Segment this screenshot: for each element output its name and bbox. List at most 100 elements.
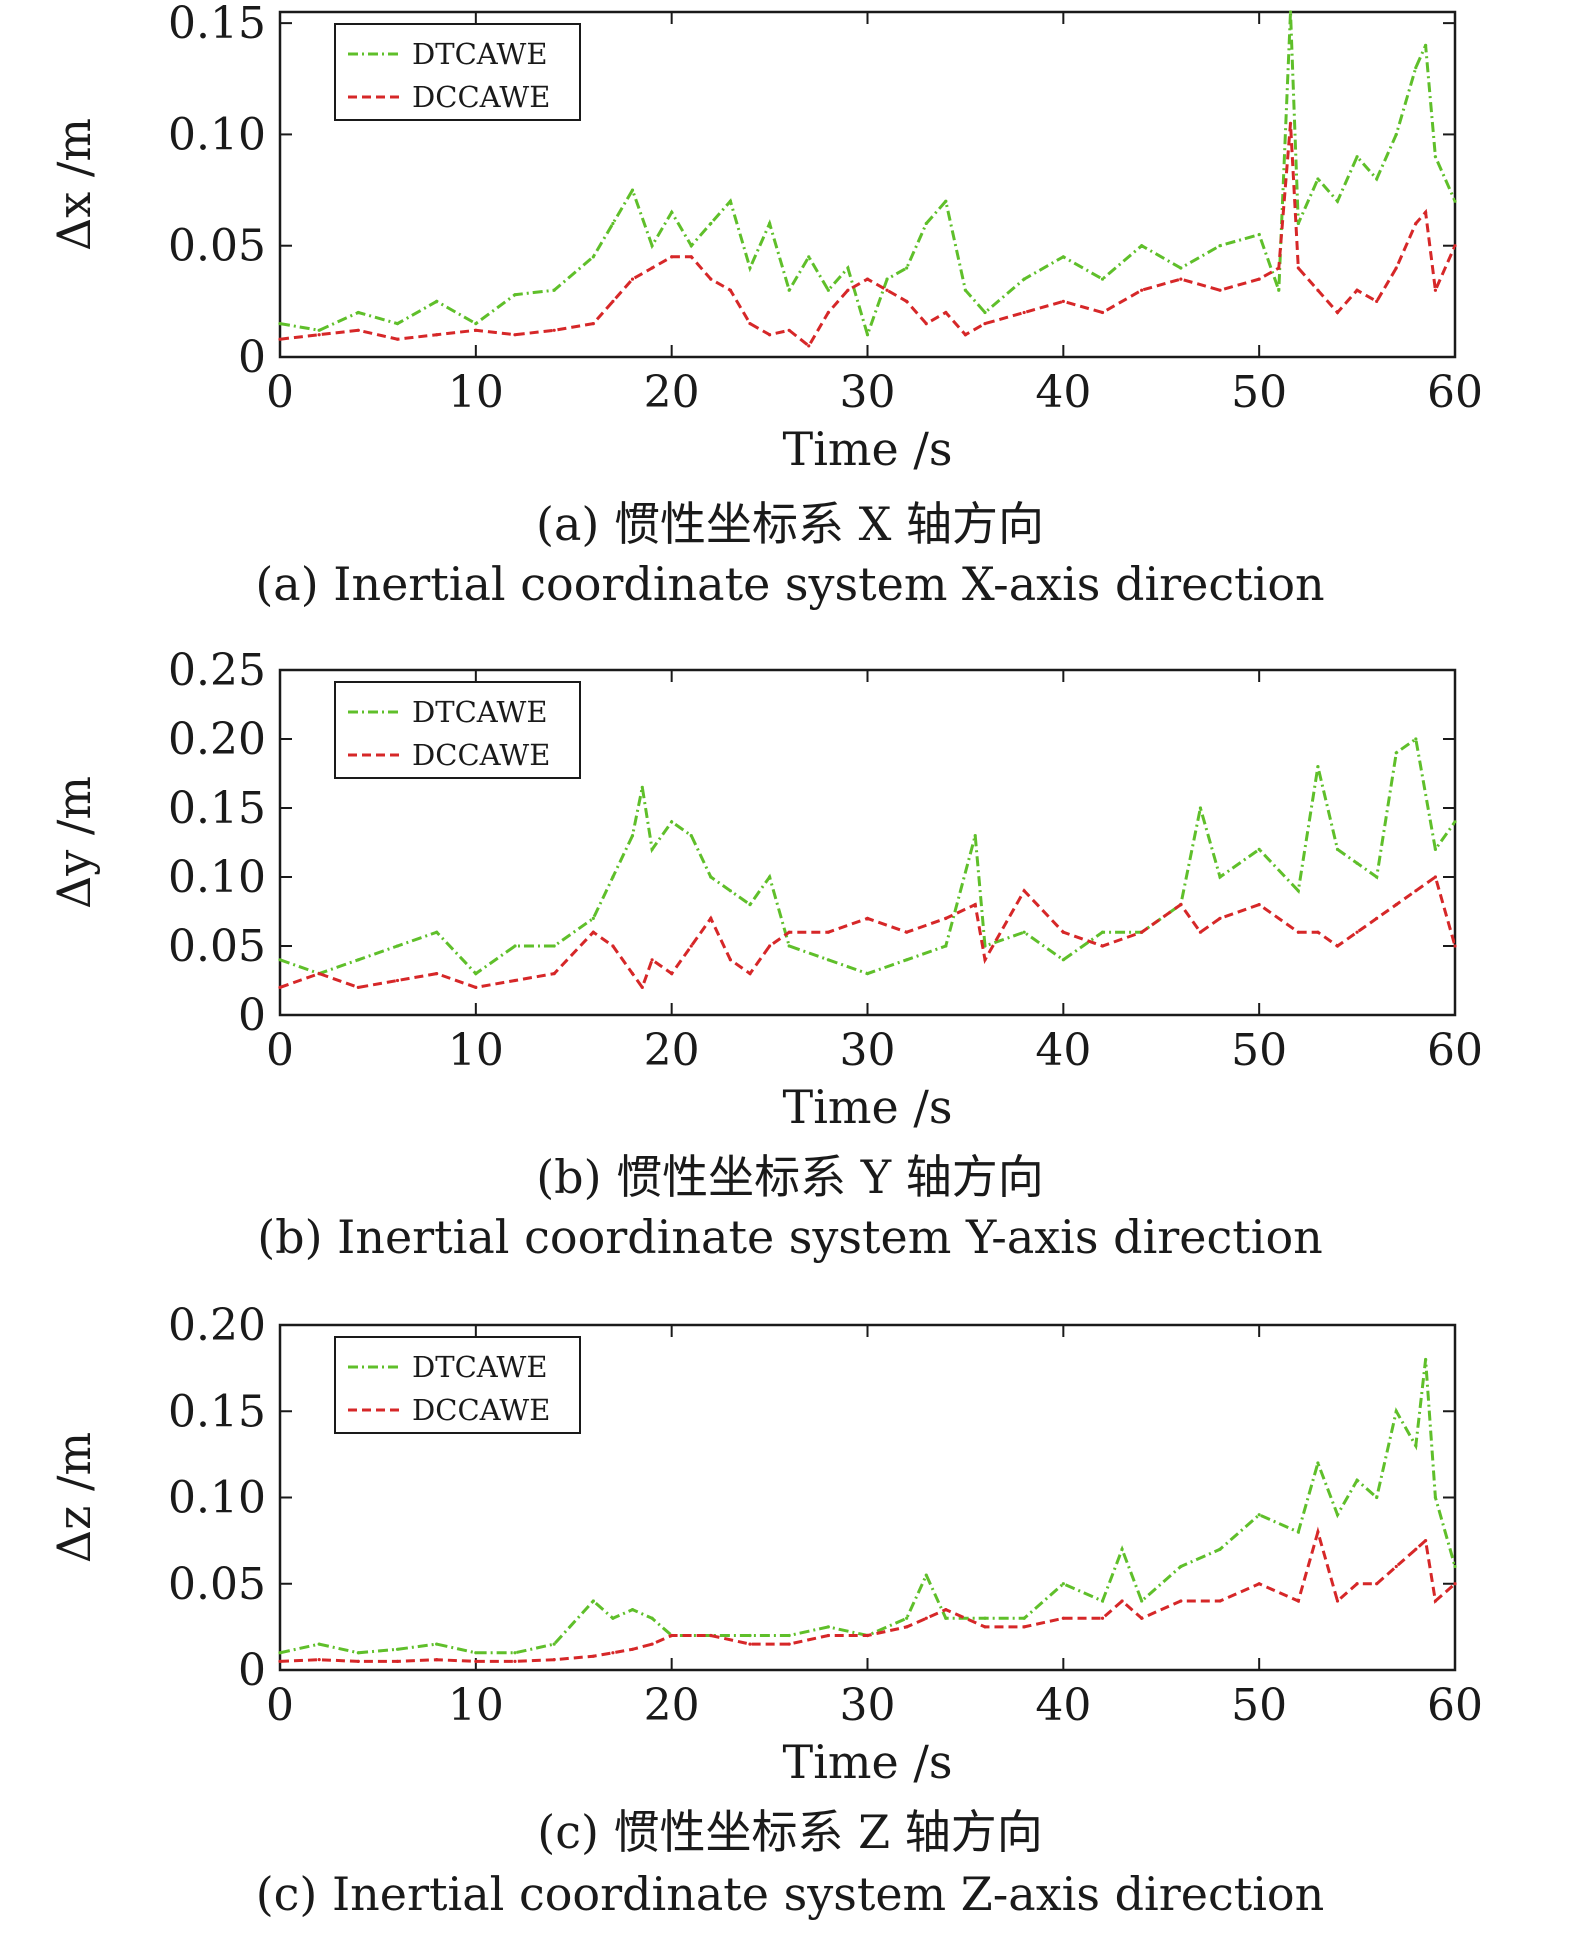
data-point-dtcawe xyxy=(944,199,948,203)
data-point-dtcawe xyxy=(807,255,811,259)
data-point-dtcawe xyxy=(611,221,615,226)
data-point-dtcawe xyxy=(591,1599,595,1603)
data-point-dccawe xyxy=(278,985,282,990)
data-point-dccawe xyxy=(1335,310,1340,315)
data-point-dtcawe xyxy=(1433,155,1438,159)
data-point-dtcawe xyxy=(1335,847,1340,852)
data-point-dtcawe xyxy=(395,944,400,948)
series-line-dccawe xyxy=(280,874,1455,991)
data-point-dccawe xyxy=(1375,916,1379,921)
data-point-dccawe xyxy=(1277,266,1281,270)
data-point-dccawe xyxy=(1335,1599,1340,1603)
data-point-dccawe xyxy=(983,1625,987,1629)
y-tick-label: 0 xyxy=(238,332,266,383)
data-point-dccawe xyxy=(474,328,478,332)
data-point-dtcawe xyxy=(1335,1513,1340,1517)
data-point-dtcawe xyxy=(1296,221,1300,226)
data-point-dccawe xyxy=(787,930,791,934)
y-tick-label: 0.10 xyxy=(168,1473,266,1524)
data-point-dtcawe xyxy=(611,875,615,879)
data-point-dccawe xyxy=(317,333,321,337)
data-point-dccawe xyxy=(1296,1599,1300,1603)
x-tick-label: 40 xyxy=(1035,1680,1091,1731)
data-point-dtcawe xyxy=(1453,199,1457,203)
data-point-dccawe xyxy=(1375,299,1379,303)
data-point-dccawe xyxy=(826,930,830,934)
data-point-dtcawe xyxy=(1316,177,1320,181)
data-point-dccawe xyxy=(865,916,870,921)
data-point-dtcawe xyxy=(826,958,830,962)
data-point-dccawe xyxy=(1316,930,1320,934)
legend-box xyxy=(334,681,581,779)
data-point-dccawe xyxy=(395,1659,400,1663)
data-point-dtcawe xyxy=(435,930,439,934)
data-point-dtcawe xyxy=(709,875,713,879)
data-point-dtcawe xyxy=(1257,847,1261,852)
data-point-dtcawe xyxy=(1394,132,1398,137)
data-point-dtcawe xyxy=(1022,1616,1026,1620)
data-point-dtcawe xyxy=(1453,1564,1457,1569)
data-point-dccawe xyxy=(611,1651,615,1655)
data-point-dccawe xyxy=(1433,288,1438,292)
data-point-dtcawe xyxy=(1022,277,1026,281)
data-point-dtcawe xyxy=(1394,1409,1398,1413)
data-point-dtcawe xyxy=(1453,820,1457,824)
data-point-dtcawe xyxy=(395,1647,400,1651)
data-point-dccawe xyxy=(670,255,674,259)
x-tick-label: 50 xyxy=(1231,367,1287,418)
data-point-dtcawe xyxy=(395,322,400,326)
series-line-dtcawe xyxy=(280,1359,1455,1655)
chart-panel-2: 0 10 20 30 40 50 60 0 0.05 0.10 0.15 0.20 0.25 Time /… xyxy=(47,645,1483,1264)
data-point-dccawe xyxy=(1022,1625,1026,1629)
data-point-dtcawe xyxy=(1375,177,1379,181)
data-point-dtcawe xyxy=(767,875,772,879)
data-point-dccawe xyxy=(1394,1564,1398,1569)
y-tick-label: 0.05 xyxy=(168,221,266,272)
data-point-dccawe xyxy=(1179,1599,1183,1603)
caption-en: (a) Inertial coordinate system X-axis di… xyxy=(255,557,1324,611)
data-point-dtcawe xyxy=(787,1633,791,1638)
data-point-dtcawe xyxy=(1179,266,1183,270)
data-point-dtcawe xyxy=(552,288,556,292)
data-point-dccawe xyxy=(630,1647,635,1651)
data-point-dtcawe xyxy=(670,210,674,214)
caption-cn: (a) 惯性坐标系 X 轴方向 xyxy=(536,497,1044,551)
data-point-dccawe xyxy=(552,328,556,332)
data-point-dccawe xyxy=(1257,277,1261,281)
data-point-dccawe xyxy=(513,978,517,983)
y-axis-title: Δy /m xyxy=(47,776,101,909)
data-point-dtcawe xyxy=(356,310,360,315)
data-point-dtcawe xyxy=(748,266,752,270)
data-point-dtcawe xyxy=(474,1651,478,1655)
data-point-dccawe xyxy=(885,288,889,292)
data-point-dtcawe xyxy=(435,1642,439,1646)
data-point-dtcawe xyxy=(1414,1444,1418,1448)
data-point-dccawe xyxy=(1355,930,1359,934)
x-tick-label: 0 xyxy=(266,1025,294,1076)
data-point-dccawe xyxy=(767,333,772,337)
data-point-dccawe xyxy=(1433,1599,1438,1603)
x-tick-label: 40 xyxy=(1035,1025,1091,1076)
data-point-dccawe xyxy=(944,310,948,315)
data-point-dtcawe xyxy=(1394,751,1398,755)
data-point-dtcawe xyxy=(689,244,693,248)
data-point-dtcawe xyxy=(356,958,360,962)
data-point-dccawe xyxy=(356,985,360,990)
y-tick-label: 0.15 xyxy=(168,0,266,49)
y-tick-label: 0.15 xyxy=(168,1386,266,1437)
legend-label: DTCAWE xyxy=(412,695,548,729)
y-tick-label: 0.10 xyxy=(168,109,266,160)
legend-box xyxy=(334,23,581,121)
data-point-dccawe xyxy=(1257,1582,1261,1586)
data-point-dccawe xyxy=(435,972,439,976)
data-point-dtcawe xyxy=(1424,1357,1428,1362)
data-point-dtcawe xyxy=(905,266,909,270)
data-point-dccawe xyxy=(435,1658,439,1662)
data-point-dtcawe xyxy=(435,299,439,303)
x-tick-label: 0 xyxy=(266,367,294,418)
data-point-dccawe xyxy=(630,277,635,281)
data-point-dccawe xyxy=(689,255,693,259)
data-point-dtcawe xyxy=(611,1616,615,1620)
data-point-dccawe xyxy=(356,328,360,332)
